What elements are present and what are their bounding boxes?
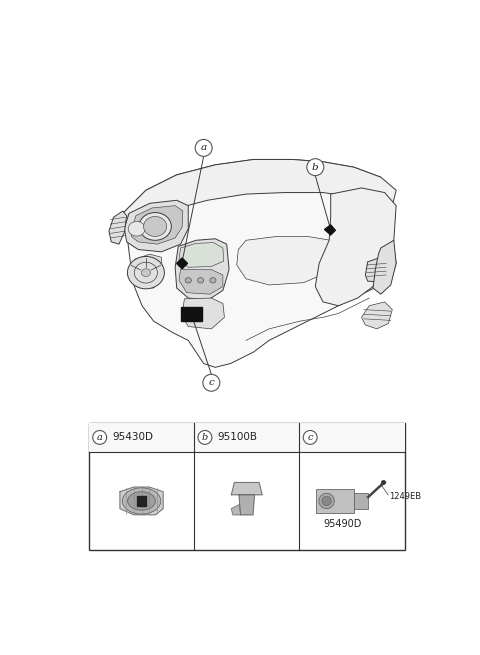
Ellipse shape	[134, 262, 157, 283]
Ellipse shape	[128, 221, 145, 236]
Bar	[89, 422, 405, 452]
Polygon shape	[315, 188, 396, 306]
Ellipse shape	[139, 213, 171, 240]
Ellipse shape	[185, 278, 192, 283]
Text: 1249EB: 1249EB	[389, 492, 421, 501]
Text: a: a	[201, 143, 207, 153]
Bar	[137, 496, 146, 506]
Circle shape	[93, 430, 107, 444]
Circle shape	[303, 430, 317, 444]
Ellipse shape	[322, 496, 331, 506]
Ellipse shape	[319, 493, 334, 509]
Ellipse shape	[127, 257, 164, 289]
Polygon shape	[179, 270, 223, 294]
Ellipse shape	[128, 492, 156, 510]
Polygon shape	[177, 258, 188, 269]
Polygon shape	[183, 298, 225, 329]
Ellipse shape	[197, 278, 204, 283]
Bar	[89, 422, 405, 550]
Text: b: b	[202, 433, 208, 442]
Ellipse shape	[210, 278, 216, 283]
Bar	[180, 307, 202, 321]
Ellipse shape	[141, 269, 151, 276]
Text: b: b	[312, 162, 319, 172]
Text: 95100B: 95100B	[217, 432, 257, 442]
Polygon shape	[131, 206, 183, 244]
Circle shape	[195, 140, 212, 157]
Polygon shape	[120, 487, 163, 515]
Circle shape	[203, 374, 220, 391]
Text: 95490D: 95490D	[324, 519, 362, 529]
Polygon shape	[124, 200, 188, 252]
Polygon shape	[237, 236, 335, 285]
Ellipse shape	[122, 488, 161, 514]
Text: 95430D: 95430D	[112, 432, 153, 442]
Polygon shape	[231, 483, 262, 495]
Bar	[316, 489, 354, 514]
Text: c: c	[208, 378, 214, 387]
Text: c: c	[307, 433, 313, 442]
Polygon shape	[239, 495, 254, 515]
Bar	[354, 493, 368, 509]
Polygon shape	[131, 254, 163, 288]
Polygon shape	[324, 225, 336, 235]
Polygon shape	[231, 505, 240, 515]
Polygon shape	[123, 159, 396, 233]
Ellipse shape	[381, 481, 386, 485]
Polygon shape	[373, 240, 396, 294]
Circle shape	[307, 159, 324, 176]
Text: a: a	[97, 433, 103, 442]
Circle shape	[198, 430, 212, 444]
Polygon shape	[365, 257, 388, 282]
Polygon shape	[179, 242, 224, 267]
Polygon shape	[361, 302, 392, 329]
Polygon shape	[109, 211, 127, 244]
Ellipse shape	[144, 216, 167, 236]
Polygon shape	[123, 159, 396, 367]
Polygon shape	[175, 239, 229, 301]
